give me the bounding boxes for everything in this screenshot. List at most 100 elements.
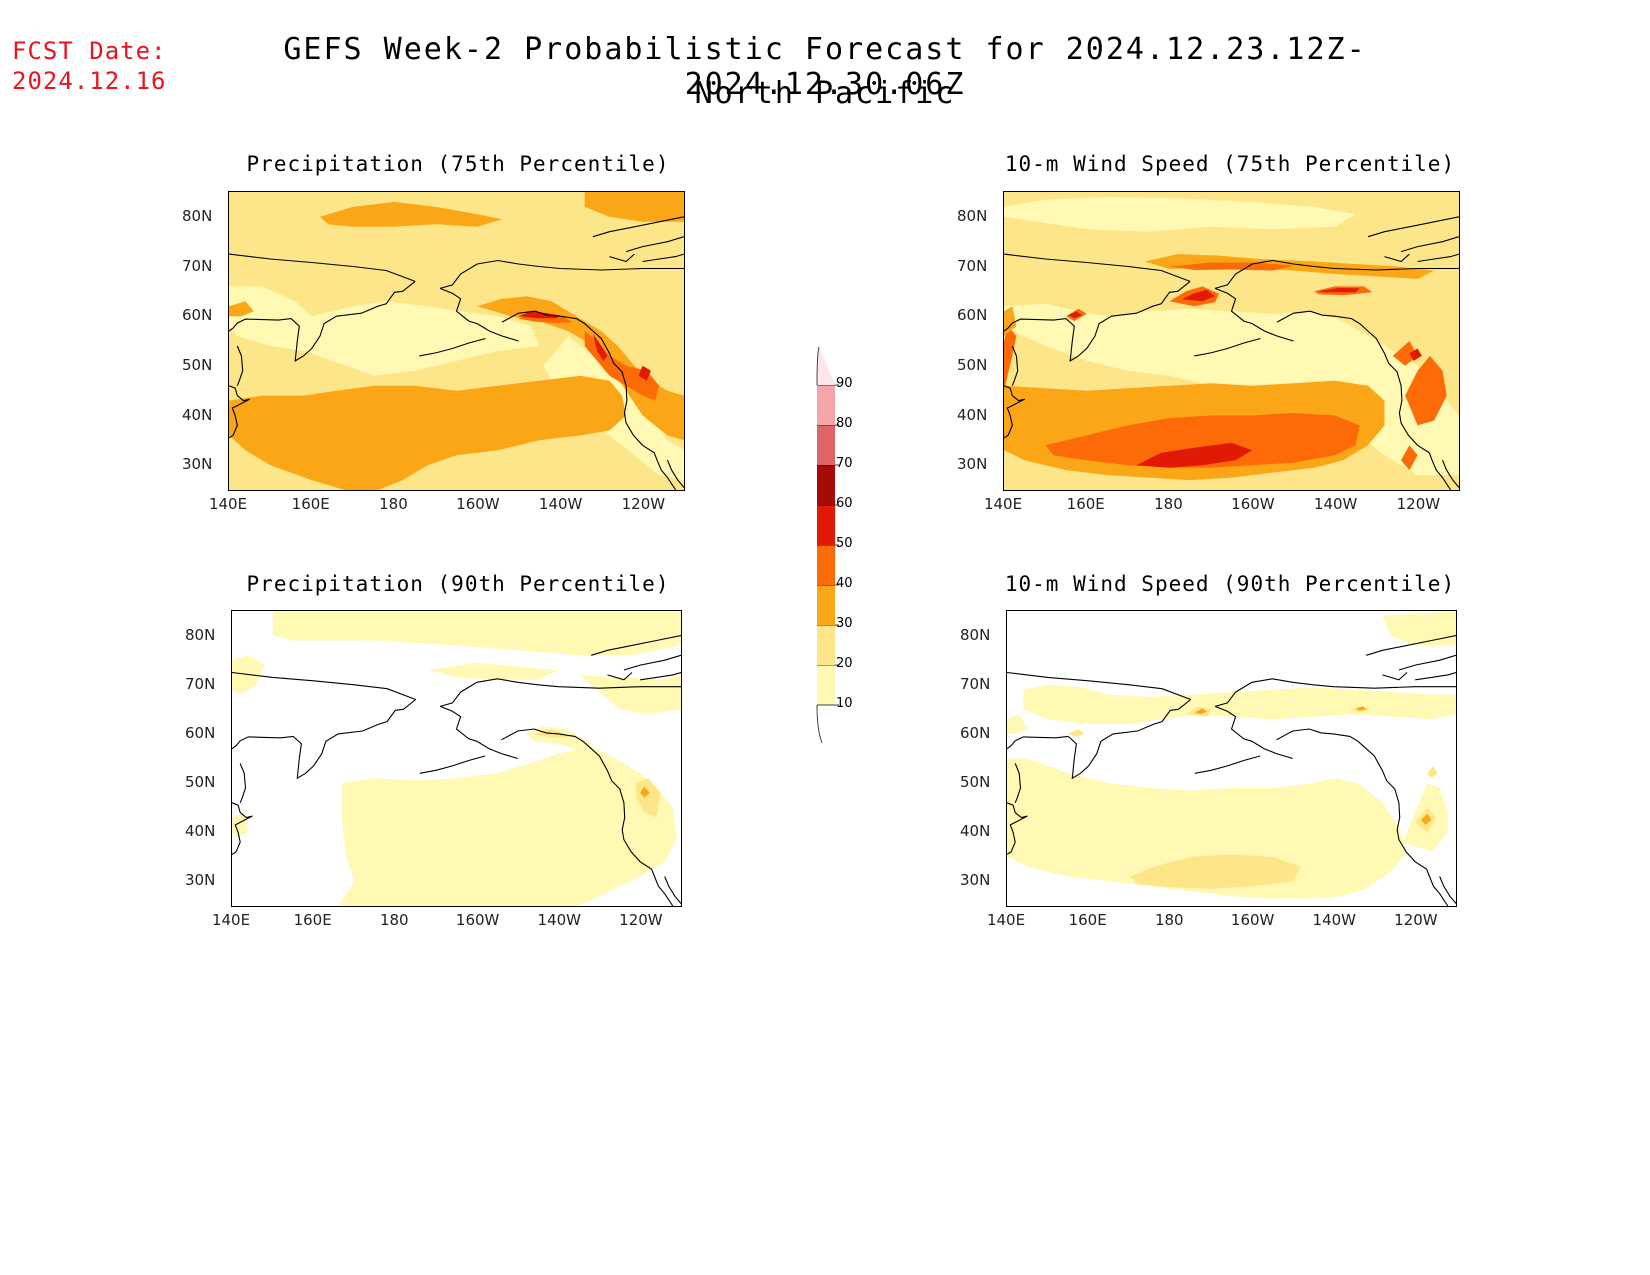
x-tick-label: 140W	[537, 911, 581, 929]
coastline	[1007, 671, 1191, 701]
y-tick-label: 70N	[182, 256, 213, 275]
map-precip-75	[228, 191, 685, 491]
probability-contour	[229, 375, 627, 490]
coastline	[229, 253, 416, 282]
probability-contour	[638, 365, 651, 381]
coastline	[1194, 755, 1261, 774]
x-tick-label: 140W	[538, 495, 583, 513]
colorbar-box	[817, 465, 835, 505]
coastline	[303, 280, 416, 357]
x-tick-label: 140E	[986, 911, 1026, 929]
coastline	[419, 337, 486, 357]
map-canvas	[229, 192, 684, 490]
probability-contour	[636, 778, 661, 818]
coastline	[1007, 802, 1028, 855]
coastline	[236, 345, 244, 386]
probability-contour	[229, 301, 254, 317]
y-tick-label: 80N	[960, 625, 991, 644]
x-tick-label: 160E	[291, 495, 330, 513]
coastline	[439, 259, 684, 289]
coastline	[1194, 337, 1261, 357]
coastline	[232, 735, 306, 780]
probability-contour	[1356, 706, 1367, 711]
coastline	[1276, 310, 1452, 490]
colorbar-label: 10	[836, 696, 853, 711]
y-tick-label: 70N	[960, 674, 991, 693]
x-tick-label: 160W	[1230, 911, 1275, 929]
x-tick-label: 180	[379, 495, 408, 513]
map-wind-75	[1003, 191, 1460, 491]
probability-contour	[518, 311, 560, 319]
y-tick-label: 60N	[182, 306, 213, 325]
probability-contour	[427, 662, 559, 680]
x-tick-label: 140E	[211, 911, 251, 929]
probability-contour	[1169, 262, 1294, 271]
probability-contour	[579, 674, 681, 715]
coastline	[609, 253, 635, 263]
coastline	[1007, 735, 1081, 780]
coastline	[1417, 253, 1459, 263]
probability-contour	[1068, 729, 1085, 737]
coastline	[607, 672, 633, 681]
colorbar-box	[817, 585, 835, 625]
colorbar-box	[817, 385, 835, 425]
colorbar-label: 40	[836, 576, 853, 591]
y-tick-label: 70N	[957, 256, 988, 275]
coastline	[1367, 216, 1459, 238]
coastline	[229, 318, 304, 362]
x-tick-label: 180	[1154, 495, 1183, 513]
coastline	[1384, 253, 1410, 263]
probability-contour	[584, 331, 660, 401]
page-title: GEFS Week-2 Probabilistic Forecast for 2…	[283, 32, 1367, 102]
coastline	[642, 253, 684, 263]
colorbar-label: 30	[836, 616, 853, 631]
y-tick-label: 40N	[957, 405, 988, 424]
x-tick-label: 120W	[619, 911, 663, 929]
probability-contour	[1392, 341, 1418, 366]
x-tick-label: 140E	[208, 495, 248, 513]
y-tick-label: 50N	[957, 355, 988, 374]
y-tick-label: 40N	[960, 822, 991, 841]
probability-contour	[229, 286, 540, 376]
coastline	[1441, 459, 1459, 488]
coastline	[1214, 259, 1459, 289]
colorbar-bottom-outline	[816, 704, 823, 744]
y-tick-label: 50N	[182, 355, 213, 374]
x-tick-label: 140E	[983, 495, 1023, 513]
coastline	[501, 310, 677, 490]
coastline	[239, 763, 247, 804]
probability-contour	[593, 333, 608, 361]
x-tick-label: 180	[1154, 911, 1184, 929]
page-subtitle: North Pacific	[694, 76, 956, 111]
coastline	[1400, 236, 1459, 253]
y-tick-label: 70N	[185, 674, 216, 693]
probability-contour	[332, 400, 354, 416]
panel-title-precip-75: Precipitation (75th Percentile)	[246, 152, 670, 176]
map-canvas	[1007, 611, 1456, 906]
panel-title-wind-75: 10-m Wind Speed (75th Percentile)	[1004, 152, 1456, 176]
y-tick-label: 80N	[957, 206, 988, 225]
probability-contour	[584, 192, 684, 222]
coastline	[1214, 705, 1293, 760]
coastline	[305, 699, 417, 774]
colorbar-box	[817, 545, 835, 585]
coastline	[1398, 654, 1456, 671]
coastline	[1276, 728, 1449, 906]
probability-contour	[1004, 326, 1017, 391]
coastline	[1004, 385, 1025, 439]
colorbar-label: 70	[836, 456, 853, 471]
coastline	[1366, 635, 1456, 656]
x-tick-label: 160W	[456, 495, 500, 513]
x-tick-label: 120W	[1394, 911, 1438, 929]
coastline	[1004, 253, 1191, 282]
colorbar-label: 60	[836, 496, 853, 511]
coastline	[623, 654, 681, 671]
probability-contour	[1004, 197, 1356, 232]
y-tick-label: 30N	[957, 455, 988, 474]
x-tick-label: 160W	[455, 911, 500, 929]
panel-title-precip-90: Precipitation (90th Percentile)	[246, 572, 670, 596]
probability-contour	[1405, 355, 1447, 426]
coastline	[229, 385, 250, 439]
probability-contour	[1421, 813, 1432, 825]
probability-contour	[1427, 765, 1438, 779]
